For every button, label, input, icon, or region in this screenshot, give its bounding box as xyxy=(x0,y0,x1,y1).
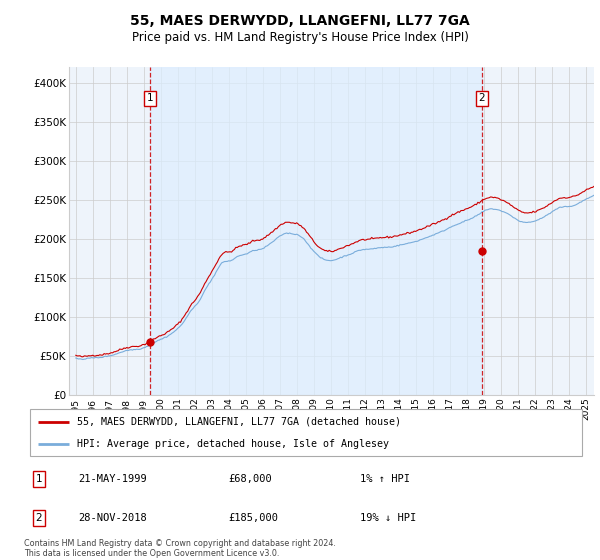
Text: 55, MAES DERWYDD, LLANGEFNI, LL77 7GA: 55, MAES DERWYDD, LLANGEFNI, LL77 7GA xyxy=(130,14,470,28)
Text: Contains HM Land Registry data © Crown copyright and database right 2024.
This d: Contains HM Land Registry data © Crown c… xyxy=(24,539,336,558)
Text: 1% ↑ HPI: 1% ↑ HPI xyxy=(360,474,410,484)
Bar xyxy=(150,67,482,395)
Text: 1: 1 xyxy=(35,474,43,484)
Text: 21-MAY-1999: 21-MAY-1999 xyxy=(78,474,147,484)
Text: £185,000: £185,000 xyxy=(228,513,278,523)
Text: HPI: Average price, detached house, Isle of Anglesey: HPI: Average price, detached house, Isle… xyxy=(77,438,389,449)
Text: 28-NOV-2018: 28-NOV-2018 xyxy=(78,513,147,523)
Text: 2: 2 xyxy=(35,513,43,523)
Text: 1: 1 xyxy=(147,94,154,104)
Text: Price paid vs. HM Land Registry's House Price Index (HPI): Price paid vs. HM Land Registry's House … xyxy=(131,31,469,44)
FancyBboxPatch shape xyxy=(30,409,582,456)
Text: 2: 2 xyxy=(479,94,485,104)
Text: £68,000: £68,000 xyxy=(228,474,272,484)
Text: 19% ↓ HPI: 19% ↓ HPI xyxy=(360,513,416,523)
Text: 55, MAES DERWYDD, LLANGEFNI, LL77 7GA (detached house): 55, MAES DERWYDD, LLANGEFNI, LL77 7GA (d… xyxy=(77,417,401,427)
